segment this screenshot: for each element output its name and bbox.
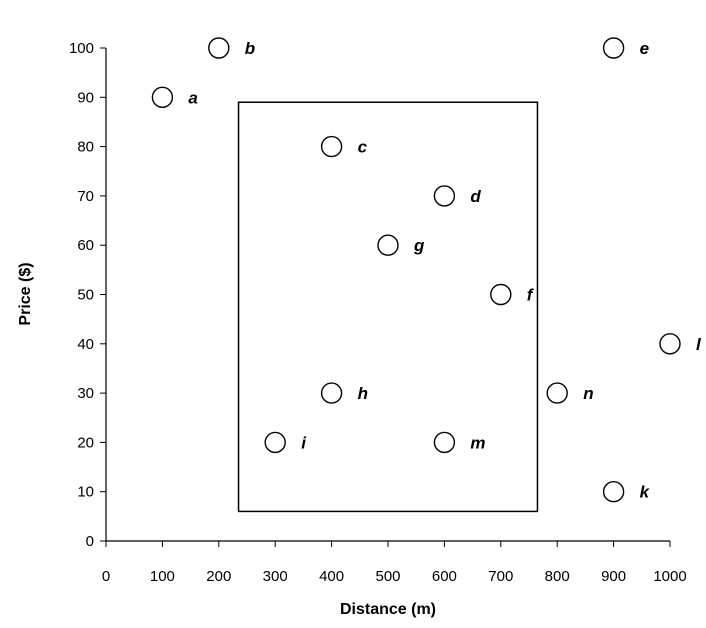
scatter-point-l: l — [659, 333, 702, 355]
scatter-point-b: b — [208, 37, 255, 59]
point-label: m — [470, 433, 485, 452]
scatter-point-c: c — [320, 135, 368, 158]
y-tick-label: 40 — [77, 336, 94, 353]
point-label: c — [358, 138, 368, 157]
point-marker — [659, 333, 681, 355]
y-tick-label: 80 — [77, 139, 94, 156]
scatter-point-h: h — [320, 382, 368, 404]
scatter-point-e: e — [602, 37, 649, 59]
y-tick-label: 20 — [77, 434, 94, 451]
highlight-rectangle — [237, 101, 539, 513]
scatter-point-a: a — [151, 86, 198, 109]
x-tick-label: 200 — [206, 568, 231, 585]
y-tick-label: 60 — [77, 237, 94, 254]
point-label: i — [301, 433, 307, 452]
point-label: g — [413, 236, 425, 255]
point-label: k — [640, 483, 651, 502]
x-axis: 0 100 200 300 400 500 600 700 800 900 1000 — [102, 540, 687, 585]
points-layer: a b c d e f g h i k l m n — [151, 37, 702, 503]
y-tick-label: 30 — [77, 385, 94, 402]
point-marker — [433, 185, 456, 207]
x-tick-label: 400 — [319, 568, 344, 585]
x-tick-label: 800 — [545, 568, 570, 585]
point-marker — [208, 37, 230, 59]
x-tick-label: 300 — [263, 568, 288, 585]
y-axis: 0 10 20 30 40 50 60 70 80 90 100 — [69, 40, 107, 550]
point-label: f — [527, 286, 535, 305]
x-tick-label: 700 — [488, 568, 513, 585]
point-marker — [602, 37, 625, 59]
scatter-point-k: k — [602, 481, 651, 503]
x-tick-label: 500 — [375, 568, 400, 585]
x-tick-label: 1000 — [653, 568, 686, 585]
point-marker — [151, 86, 174, 109]
scatter-point-f: f — [490, 283, 535, 306]
y-tick-label: 0 — [86, 533, 94, 550]
y-tick-label: 50 — [77, 287, 94, 304]
point-label: h — [358, 384, 368, 403]
scatter-point-i: i — [264, 431, 307, 454]
scatter-point-m: m — [433, 431, 486, 454]
point-label: d — [470, 187, 481, 206]
y-tick-label: 90 — [77, 89, 94, 106]
scatter-point-g: g — [377, 234, 425, 256]
point-label: l — [696, 335, 702, 354]
point-marker — [546, 382, 568, 404]
y-tick-label: 100 — [69, 40, 94, 57]
y-tick-label: 10 — [77, 484, 94, 501]
point-marker — [264, 431, 286, 454]
point-marker — [320, 135, 343, 158]
annotation-layer — [237, 101, 539, 513]
point-label: b — [245, 39, 255, 58]
y-tick-label: 70 — [77, 188, 94, 205]
point-marker — [490, 283, 512, 306]
point-marker — [433, 431, 456, 454]
point-label: a — [188, 88, 197, 107]
point-label: n — [583, 384, 593, 403]
x-axis-title: Distance (m) — [340, 601, 436, 618]
x-tick-label: 900 — [601, 568, 626, 585]
x-tick-label: 600 — [432, 568, 457, 585]
x-tick-label: 100 — [150, 568, 175, 585]
y-axis-title: Price ($) — [17, 262, 34, 325]
point-label: e — [640, 39, 649, 58]
scatter-point-d: d — [433, 185, 481, 207]
scatter-point-n: n — [546, 382, 594, 404]
x-tick-label: 0 — [102, 568, 110, 585]
point-marker — [377, 234, 399, 256]
point-marker — [320, 382, 343, 404]
point-marker — [602, 481, 625, 503]
